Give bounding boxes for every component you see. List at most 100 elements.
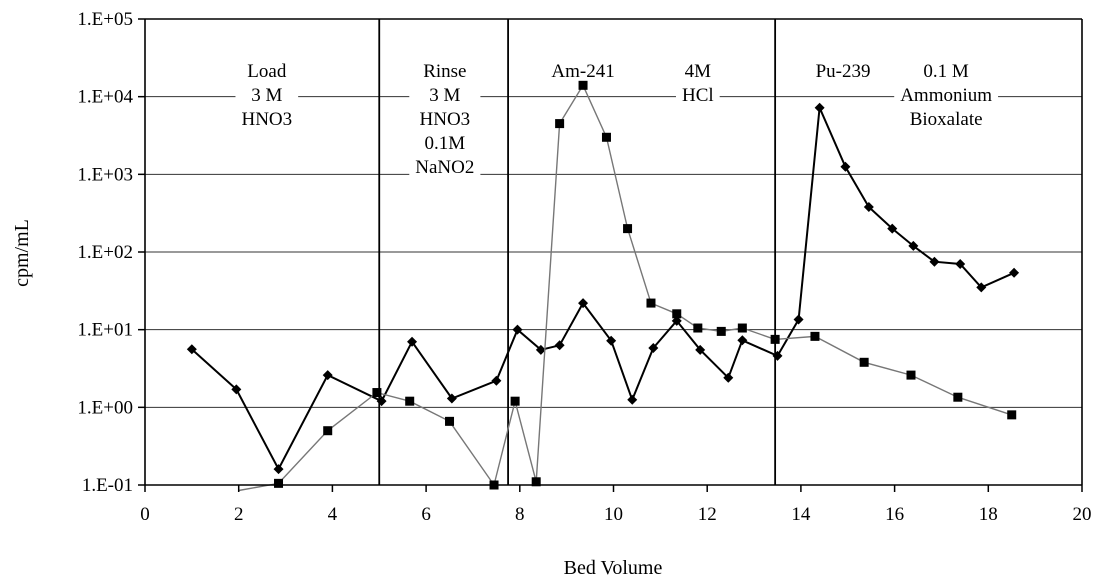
data-point-diamond [376, 396, 387, 407]
region-label: Rinse 3 M HNO3 0.1M NaNO2 [409, 59, 481, 183]
region-label: 4M HCl [675, 59, 720, 111]
data-point-diamond [606, 335, 617, 346]
data-point-diamond [695, 344, 706, 355]
x-tick-label: 0 [140, 504, 150, 525]
x-tick-label: 14 [791, 504, 811, 525]
data-point-diamond [512, 324, 523, 335]
region-label-line: Am-241 [551, 61, 614, 82]
data-point-diamond [671, 315, 682, 326]
dividers [378, 19, 777, 485]
data-point-diamond [648, 343, 659, 354]
y-tick-label: 1.E+00 [77, 397, 133, 418]
y-axis-title: cpm/mL [11, 219, 33, 287]
data-point-diamond [446, 393, 457, 404]
x-tick-label: 18 [979, 504, 998, 525]
y-tick-label: 1.E+01 [77, 320, 133, 341]
data-point-square [953, 392, 963, 402]
data-point-square [859, 357, 869, 367]
data-point-diamond [863, 201, 874, 212]
data-point-square [623, 224, 633, 234]
series [186, 80, 1020, 492]
grid [145, 96, 1082, 408]
region-label-line: 0.1 M [923, 61, 969, 82]
region-label-background [894, 59, 999, 135]
data-point-square [531, 477, 541, 487]
data-point-square [906, 370, 916, 380]
region-label: Pu-239 [809, 59, 877, 87]
x-tick-label: 6 [421, 504, 431, 525]
region-label-line: Ammonium [900, 85, 992, 106]
region-label-line: Rinse [423, 61, 466, 82]
region-label: 0.1 M Ammonium Bioxalate [894, 59, 999, 135]
data-point-diamond [814, 102, 825, 113]
data-point-square [578, 80, 588, 90]
data-point-diamond [723, 372, 734, 383]
data-point-diamond [627, 394, 638, 405]
region-label: Load 3 M HNO3 [235, 59, 299, 135]
x-tick-label: 4 [328, 504, 338, 525]
y-tick-label: 1.E+04 [77, 87, 133, 108]
data-point-diamond [578, 298, 589, 309]
region-labels: Load 3 M HNO3 Rinse 3 M HNO3 0.1M NaNO2 Am-241 4M… [235, 59, 999, 183]
data-point-diamond [929, 256, 940, 267]
y-tick-label: 1.E-01 [82, 475, 133, 496]
data-point-square [770, 334, 780, 344]
x-tick-label: 10 [604, 504, 623, 525]
region-label-line: Pu-239 [816, 61, 871, 82]
region-label-background [409, 59, 481, 183]
data-point-square [1007, 410, 1017, 420]
region-label-line: Load [247, 61, 287, 82]
region-label-line: 3 M [251, 85, 282, 106]
region-label-line: 3 M [429, 85, 460, 106]
region-label-line: 4M [685, 61, 712, 82]
data-point-square [274, 478, 284, 488]
region-label-line: HNO3 [241, 109, 292, 130]
data-point-square [372, 388, 382, 398]
ticks: 1.E-01 1.E+00 1.E+01 1.E+02 1.E+03 1.E+04 1.E+… [77, 9, 1091, 525]
data-point-diamond [231, 384, 242, 395]
data-point-square [555, 119, 565, 129]
data-point-diamond [407, 336, 418, 347]
data-point-diamond [491, 375, 502, 386]
data-point-square [646, 298, 656, 308]
data-point-square [510, 396, 520, 406]
x-tick-label: 12 [698, 504, 717, 525]
data-point-square [672, 309, 682, 319]
region-label-background [809, 59, 877, 87]
data-point-diamond [793, 314, 804, 325]
data-point-square [737, 323, 747, 333]
data-point-square [716, 326, 726, 336]
data-point-square [323, 426, 333, 436]
x-tick-label: 16 [885, 504, 904, 525]
region-label-background [675, 59, 720, 111]
series-line [238, 83, 1012, 492]
data-point-diamond [1009, 267, 1020, 278]
series-group [238, 80, 1017, 492]
region-label-line: HCl [682, 85, 714, 106]
y-tick-label: 1.E+05 [77, 9, 133, 30]
x-axis-title: Bed Volume [564, 557, 663, 579]
region-label-line: Bioxalate [910, 109, 983, 130]
data-point-diamond [955, 259, 966, 270]
data-point-diamond [186, 344, 197, 355]
region-label-line: NaNO2 [415, 157, 474, 178]
region-label-line: 0.1M [425, 133, 466, 154]
data-point-diamond [772, 350, 783, 361]
data-point-diamond [908, 240, 919, 251]
region-label-background [235, 59, 299, 135]
data-point-square [405, 396, 415, 406]
data-point-diamond [887, 223, 898, 234]
series-group [186, 102, 1020, 475]
x-tick-label: 20 [1073, 504, 1092, 525]
data-point-diamond [322, 370, 333, 381]
x-tick-label: 8 [515, 504, 525, 525]
series-line [191, 103, 1015, 472]
data-point-square [445, 416, 455, 426]
data-point-square [810, 331, 820, 341]
data-point-diamond [273, 464, 284, 475]
data-point-diamond [554, 340, 565, 351]
y-tick-label: 1.E+02 [77, 242, 133, 263]
data-point-square [601, 132, 611, 142]
data-point-diamond [976, 282, 987, 293]
y-tick-label: 1.E+03 [77, 164, 133, 185]
